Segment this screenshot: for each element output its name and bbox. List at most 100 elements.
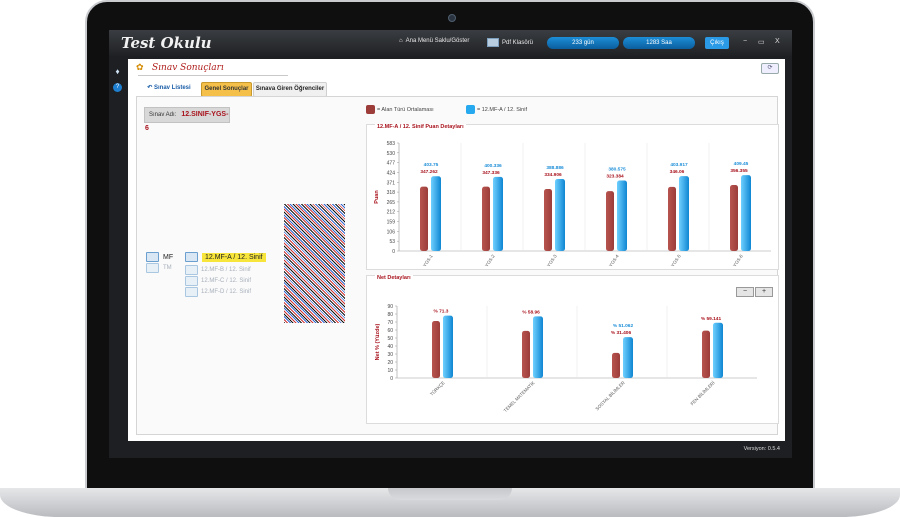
tree-tm-label: TM bbox=[163, 265, 172, 271]
legend-class-label: = 12.MF-A / 12. Sinif bbox=[477, 106, 527, 113]
title-bar: Test Okulu ⌂ Ana Menü Saklu/Göster Pdf K… bbox=[109, 30, 792, 56]
help-icon[interactable]: ? bbox=[113, 83, 122, 92]
y-tick-label: 53 bbox=[389, 239, 395, 245]
x-tick-label: YGS-2 bbox=[484, 253, 496, 267]
y-tick-label: 10 bbox=[387, 368, 393, 374]
hours-pill: 1283 Saa bbox=[623, 37, 695, 49]
tree-node-selected[interactable]: 12.MF-A / 12. Sinif bbox=[185, 252, 266, 262]
version-label: Versiyon: 0.5.4 bbox=[743, 446, 780, 452]
y-tick-label: 80 bbox=[387, 312, 393, 318]
y-tick-label: 106 bbox=[387, 229, 396, 235]
x-tick-label: YGS-1 bbox=[422, 253, 434, 267]
y-tick-label: 50 bbox=[387, 336, 393, 342]
tree-node-tm[interactable]: TM bbox=[146, 263, 172, 273]
bar-class bbox=[713, 322, 723, 378]
zoom-in-button[interactable]: + bbox=[755, 287, 773, 297]
y-tick-label: 530 bbox=[387, 151, 396, 157]
bar-class bbox=[679, 176, 689, 251]
bar-avg bbox=[606, 191, 614, 251]
refresh-icon: ⟳ bbox=[767, 65, 773, 71]
exam-name-box: Sınav Adı: 12.SINIF-YGS-6 bbox=[144, 107, 230, 132]
bar-class bbox=[555, 178, 565, 251]
header-divider bbox=[138, 75, 288, 76]
tree-sub-label: 12.MF-B / 12. Sinif bbox=[201, 267, 251, 273]
maximize-button[interactable]: ▭ bbox=[758, 39, 765, 46]
y-tick-label: 318 bbox=[387, 190, 396, 196]
data-label-class: 409.45 bbox=[734, 161, 749, 167]
bar-class bbox=[493, 176, 503, 251]
bar-class bbox=[623, 337, 633, 378]
refresh-button[interactable]: ⟳ bbox=[761, 63, 779, 74]
y-tick-label: 60 bbox=[387, 328, 393, 334]
close-button[interactable]: X bbox=[775, 38, 780, 45]
score-chart-title: 12.MF-A / 12. Sinif Puan Detayları bbox=[375, 124, 466, 130]
exam-name: 12.SINIF-YGS-6 bbox=[145, 111, 229, 132]
folder-icon bbox=[487, 38, 499, 47]
data-label-avg: 334.906 bbox=[544, 172, 562, 178]
bar-class bbox=[443, 315, 453, 378]
tab-general-results[interactable]: Genel Sonuçlar bbox=[201, 82, 252, 97]
laptop-notch bbox=[388, 488, 512, 500]
y-tick-label: 0 bbox=[392, 249, 395, 255]
minimize-button[interactable]: − bbox=[743, 38, 748, 45]
legend-avg: = Alan Türü Ortalaması bbox=[366, 105, 434, 114]
exam-label: Sınav Adı: bbox=[149, 112, 177, 118]
pdf-folder-button[interactable]: Pdf Klasörü bbox=[487, 38, 533, 47]
pdf-folder-label: Pdf Klasörü bbox=[502, 39, 534, 46]
score-chart: Puan 0 53 106 159 212 265 318 371 424 477 530 583 347… bbox=[374, 141, 771, 268]
tree-selected-label: 12.MF-A / 12. Sinif bbox=[202, 252, 266, 262]
data-label-avg: 346.06 bbox=[670, 169, 685, 175]
tab-students[interactable]: Sınava Giren Öğrenciler bbox=[253, 82, 327, 97]
x-tick-label: TÜRKÇE bbox=[428, 379, 445, 396]
home-icon: ⌂ bbox=[399, 38, 403, 44]
data-label-avg: % 59.141 bbox=[701, 316, 722, 322]
data-label-class: 403.75 bbox=[424, 162, 439, 168]
folder-icon bbox=[185, 276, 198, 286]
folder-icon bbox=[146, 263, 159, 273]
y-tick-label: 424 bbox=[387, 170, 396, 176]
legend-class: = 12.MF-A / 12. Sinif bbox=[466, 105, 527, 114]
bar-avg bbox=[612, 352, 620, 378]
tree-sub-label: 12.MF-C / 12. Sinif bbox=[201, 278, 252, 284]
bar-class bbox=[617, 180, 627, 251]
data-label-avg: % 31.406 bbox=[611, 330, 632, 336]
score-chart-card: 12.MF-A / 12. Sinif Puan Detayları Puan 0… bbox=[366, 124, 779, 270]
bar-avg bbox=[432, 320, 440, 378]
tree-mf-label: MF bbox=[163, 253, 174, 261]
data-label-class: 403.917 bbox=[670, 162, 688, 168]
bar-avg bbox=[420, 186, 428, 251]
data-label-class: 388.886 bbox=[546, 165, 564, 171]
tab-exam-list-label: Sınav Listesi bbox=[154, 85, 191, 91]
data-label-class: 400.336 bbox=[484, 163, 502, 169]
tree-node-sub[interactable]: 12.MF-C / 12. Sinif bbox=[185, 276, 251, 286]
y-tick-label: 159 bbox=[387, 220, 396, 226]
net-chart: Net % (Yüzde) 0 10 20 30 40 50 60 70 80 90 % 71.3 TÜ… bbox=[375, 304, 757, 413]
bar-avg bbox=[702, 330, 710, 378]
tree-node-sub[interactable]: 12.MF-B / 12. Sinif bbox=[185, 265, 251, 275]
days-pill: 233 gün bbox=[547, 37, 619, 49]
y-tick-label: 583 bbox=[387, 141, 396, 147]
exit-button[interactable]: Çıkış bbox=[705, 37, 729, 49]
tree-node-sub[interactable]: 12.MF-D / 12. Sinif bbox=[185, 287, 251, 297]
bar-avg bbox=[668, 186, 676, 251]
pin-icon[interactable]: ♦ bbox=[115, 67, 120, 76]
y-tick-label: 40 bbox=[387, 344, 393, 350]
tree-node-mf[interactable]: MF bbox=[146, 252, 173, 262]
zoom-out-button[interactable]: − bbox=[736, 287, 754, 297]
menu-toggle-button[interactable]: ⌂ Ana Menü Saklu/Göster bbox=[399, 38, 469, 44]
data-label-class: 380.575 bbox=[608, 166, 626, 172]
tab-exam-list[interactable]: ↶ Sınav Listesi bbox=[142, 82, 196, 95]
back-arrow-icon: ↶ bbox=[147, 85, 154, 91]
y-tick-label: 90 bbox=[387, 304, 393, 310]
bar-class bbox=[533, 316, 543, 378]
tree-sub-label: 12.MF-D / 12. Sinif bbox=[201, 289, 252, 295]
results-content: Sınav Adı: 12.SINIF-YGS-6 MF TM 12.MF-A /… bbox=[136, 96, 779, 435]
x-tick-label: FEN BİLİMLERİ bbox=[689, 379, 716, 406]
net-chart-title: Net Detayları bbox=[375, 275, 413, 281]
folder-icon bbox=[185, 265, 198, 275]
x-tick-label: YGS-5 bbox=[670, 253, 682, 267]
data-label-avg: 356.355 bbox=[730, 168, 748, 174]
data-label-avg: % 58.96 bbox=[522, 309, 540, 315]
bar-avg bbox=[522, 330, 530, 378]
results-icon: ✿ bbox=[136, 62, 144, 72]
